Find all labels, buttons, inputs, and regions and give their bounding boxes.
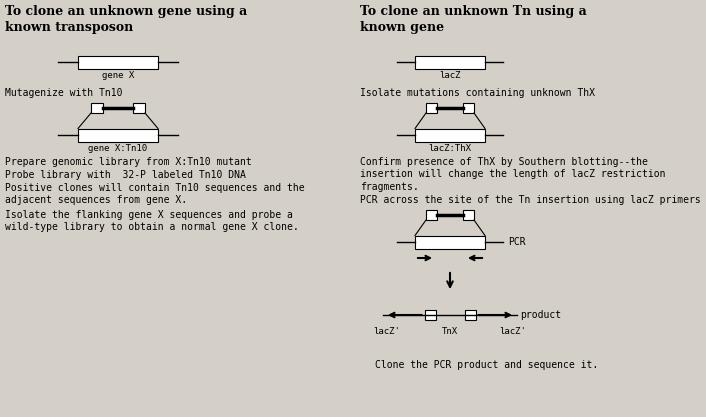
Text: To clone an unknown Tn using a
known gene: To clone an unknown Tn using a known gen… [360,5,587,34]
Text: Mutagenize with Tn10: Mutagenize with Tn10 [5,88,123,98]
Text: Probe library with  32-P labeled Tn10 DNA: Probe library with 32-P labeled Tn10 DNA [5,170,246,180]
Text: gene X:Tn10: gene X:Tn10 [88,143,148,153]
Text: Prepare genomic library from X:Tn10 mutant: Prepare genomic library from X:Tn10 muta… [5,157,252,167]
Bar [465,310,476,320]
Text: lacZ:ThX: lacZ:ThX [429,143,472,153]
Text: gene X: gene X [102,70,134,80]
Text: lacZ': lacZ' [373,327,400,336]
Text: PCR: PCR [508,237,526,247]
Text: Positive clones will contain Tn10 sequences and the
adjacent sequences from gene: Positive clones will contain Tn10 sequen… [5,183,304,206]
Bar [424,310,436,320]
Bar [78,128,158,141]
Text: Isolate mutations containing unknown ThX: Isolate mutations containing unknown ThX [360,88,595,98]
Text: PCR across the site of the Tn insertion using lacZ primers: PCR across the site of the Tn insertion … [360,195,701,205]
Text: To clone an unknown gene using a
known transposon: To clone an unknown gene using a known t… [5,5,247,34]
Bar [133,103,145,113]
Bar [415,55,485,68]
Text: lacZ': lacZ' [500,327,527,336]
Bar [91,103,103,113]
Text: Clone the PCR product and sequence it.: Clone the PCR product and sequence it. [375,360,598,370]
Bar [415,128,485,141]
Text: lacZ: lacZ [439,70,461,80]
Text: Confirm presence of ThX by Southern blotting--the
insertion will change the leng: Confirm presence of ThX by Southern blot… [360,157,666,192]
Text: Isolate the flanking gene X sequences and probe a
wild-type library to obtain a : Isolate the flanking gene X sequences an… [5,210,299,232]
Text: TnX: TnX [442,327,458,336]
Bar [463,103,474,113]
Bar [78,55,158,68]
Text: product: product [520,310,561,320]
Bar [415,236,485,249]
Bar [463,210,474,220]
Bar [426,103,437,113]
Bar [426,210,437,220]
